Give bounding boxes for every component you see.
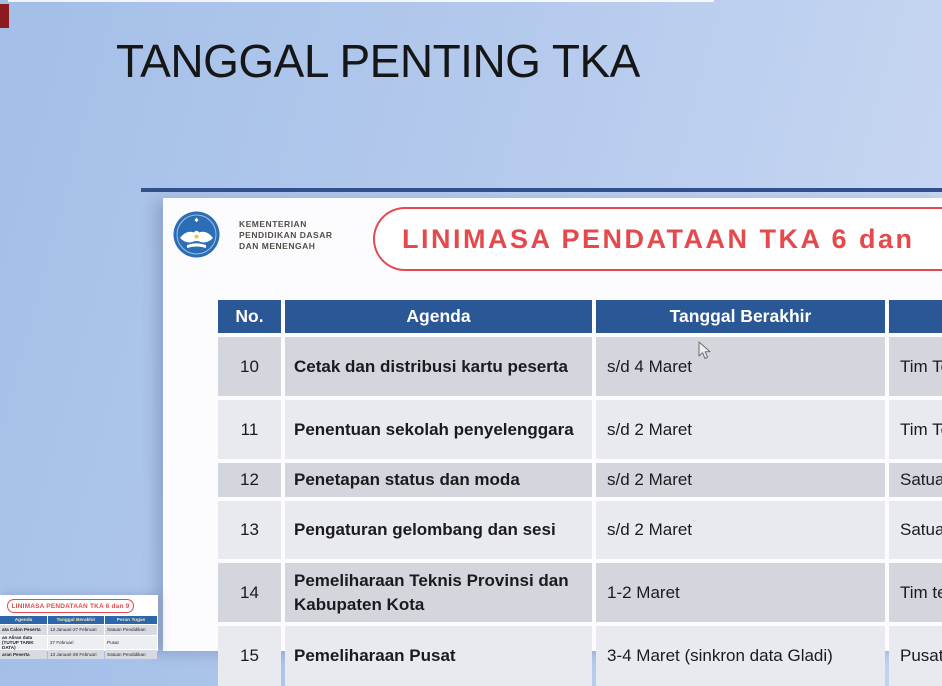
thumb-column-header: Tanggal Berakhir [48,616,104,624]
thumb-table-cell-agenda: ata Calon Peserta [0,625,47,635]
table-cell-agenda: Pengaturan gelombang dan sesi [285,501,592,559]
table-cell-tanggal: 3-4 Maret (sinkron data Gladi) [596,626,885,686]
table-cell-agenda: Pemeliharaan Teknis Provinsi dan Kabupat… [285,563,592,622]
page-title: TANGGAL PENTING TKA [116,35,640,87]
column-header [889,300,942,333]
thumbnail-table: Agenda Tanggal Berakhir Peran Tugas ata Cal… [0,616,157,659]
table-cell-agenda: Pemeliharaan Pusat [285,626,592,686]
table-cell-tanggal: s/d 2 Maret [596,400,885,459]
table-cell-no: 10 [218,337,281,396]
thumb-table-cell-tanggal: 27 Februari [48,636,104,649]
table-cell-agenda: Penentuan sekolah penyelenggara [285,400,592,459]
corner-red-mark [0,4,9,28]
slide-thumbnail: LINIMASA PENDATAAN TKA 6 dan 9 Agenda Tan… [0,595,158,659]
thumb-table-cell-peran: Pusat [105,636,157,649]
thumb-table-cell-agenda: aran Peserta [0,650,47,659]
slide-top-divider [141,188,942,192]
column-header: Tanggal Berakhir [596,300,885,333]
table-cell-tanggal: s/d 4 Maret [596,337,885,396]
thumb-table-cell-peran: Satuan Pendidikan [105,650,157,659]
table-cell-agenda: Cetak dan distribusi kartu peserta [285,337,592,396]
thumb-column-header: Peran Tugas [105,616,157,624]
table-cell-peran: Pusat [889,626,942,686]
thumb-table-cell-peran: Satuan Pendidikan [105,625,157,635]
slide-banner-title: LINIMASA PENDATAAN TKA 6 dan [402,223,915,254]
table-cell-no: 11 [218,400,281,459]
ministry-line-1: KEMENTERIAN [239,219,307,229]
table-cell-no: 13 [218,501,281,559]
thumb-column-header: Agenda [0,616,47,624]
table-cell-peran: Satua [889,463,942,497]
ministry-name: KEMENTERIAN PENDIDIKAN DASAR DAN MENENGA… [239,219,332,253]
table-cell-peran: Tim Te [889,337,942,396]
table-cell-no: 12 [218,463,281,497]
table-cell-peran: Tim te [889,563,942,622]
column-header: Agenda [285,300,592,333]
slide-card: KEMENTERIAN PENDIDIKAN DASAR DAN MENENGA… [163,198,942,686]
thumbnail-banner: LINIMASA PENDATAAN TKA 6 dan 9 [7,599,134,613]
ministry-line-2: PENDIDIKAN DASAR [239,230,333,241]
table-cell-no: 15 [218,626,281,686]
table-cell-agenda: Penetapan status dan moda [285,463,592,497]
table-cell-peran: Tim Te [889,400,942,459]
table-cell-tanggal: 1-2 Maret [596,563,885,622]
thumb-table-cell-tanggal: 13 Januari-28 Februari [48,650,104,659]
thumb-table-cell-tanggal: 13 Januari-27 Februari [48,625,104,635]
agenda-table: No. Agenda Tanggal Berakhir 10 Cetak dan dis… [218,300,942,686]
table-cell-peran: Satua [889,501,942,559]
table-cell-no: 14 [218,563,281,622]
table-cell-tanggal: s/d 2 Maret [596,463,885,497]
column-header: No. [218,300,281,333]
ministry-logo-icon [173,211,220,258]
slide-banner: LINIMASA PENDATAAN TKA 6 dan [373,207,942,271]
mouse-cursor-icon [698,341,711,359]
top-edge-highlight [8,0,714,2]
thumb-table-cell-agenda: an Aliran data (TUTUP TARIK DATA) [0,635,47,650]
thumbnail-banner-title: LINIMASA PENDATAAN TKA 6 dan 9 [11,602,130,610]
ministry-line-3: DAN MENENGAH [239,241,316,252]
table-cell-tanggal: s/d 2 Maret [596,501,885,559]
